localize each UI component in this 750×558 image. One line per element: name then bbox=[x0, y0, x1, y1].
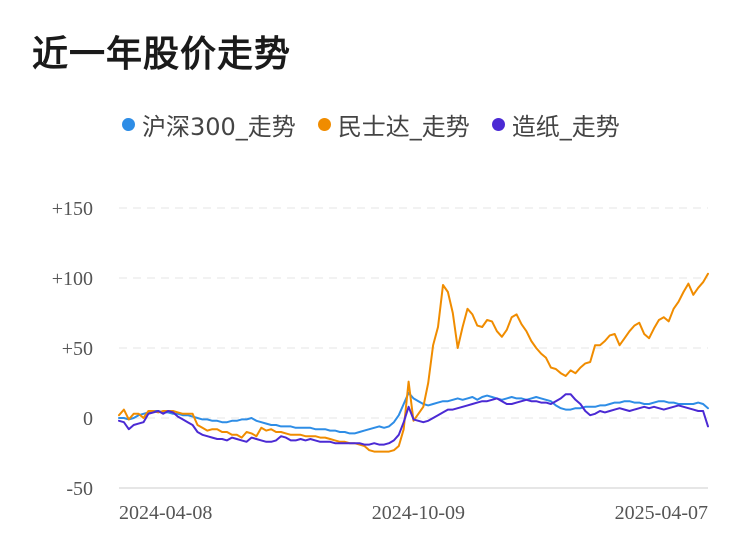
series-line-hs300 bbox=[118, 391, 709, 435]
x-tick-label: 2024-04-08 bbox=[119, 502, 212, 524]
grid-layer bbox=[119, 207, 708, 489]
legend-dot-hs300-icon bbox=[122, 117, 135, 131]
series-line-paper bbox=[118, 393, 709, 446]
series-layer bbox=[118, 272, 709, 453]
y-axis-ticks: +150 +100 +50 0 -50 bbox=[52, 198, 93, 500]
y-tick-label: 0 bbox=[83, 408, 93, 430]
y-tick-label: -50 bbox=[66, 478, 93, 500]
legend-label-hs300: 沪深300_走势 bbox=[142, 112, 296, 141]
x-tick-label: 2024-10-09 bbox=[372, 502, 465, 524]
y-tick-label: +150 bbox=[52, 198, 93, 220]
page-title: 近一年股价走势 bbox=[32, 34, 292, 75]
legend-dot-paper-icon bbox=[491, 117, 505, 131]
legend-item-minshida[interactable]: 民士达_走势 bbox=[317, 107, 470, 142]
legend-label-minshida: 民士达_走势 bbox=[337, 112, 470, 141]
chart-legend: 沪深300_走势 民士达_走势 造纸_走势 bbox=[122, 106, 642, 142]
y-tick-label: +50 bbox=[62, 338, 93, 360]
legend-item-paper[interactable]: 造纸_走势 bbox=[491, 107, 620, 142]
legend-label-paper: 造纸_走势 bbox=[511, 112, 620, 141]
legend-item-hs300[interactable]: 沪深300_走势 bbox=[122, 107, 296, 142]
x-tick-label: 2025-04-07 bbox=[615, 502, 708, 524]
y-tick-label: +100 bbox=[52, 268, 93, 290]
x-axis-ticks: 2024-04-08 2024-10-09 2025-04-07 bbox=[119, 502, 708, 524]
series-line-minshida bbox=[118, 272, 709, 453]
legend-dot-minshida-icon bbox=[317, 117, 331, 131]
